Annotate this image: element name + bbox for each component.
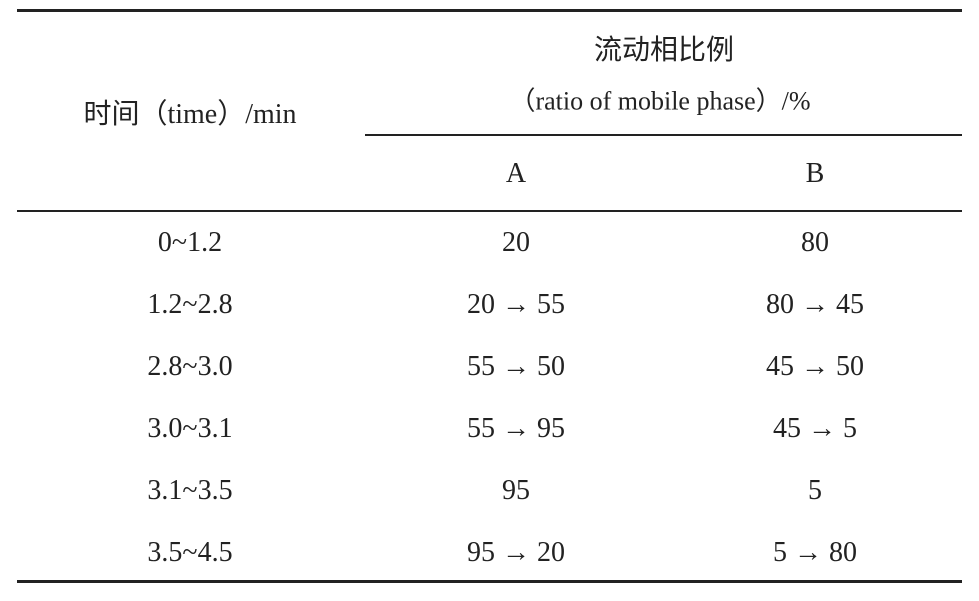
ratio-cell: 45 → 5 xyxy=(773,413,857,444)
top-rule xyxy=(17,9,962,12)
ratio-cell: 80 → 45 xyxy=(766,289,864,320)
ratio-cell: 55 → 50 xyxy=(467,351,565,382)
header-rule xyxy=(17,210,962,212)
bottom-rule xyxy=(17,580,962,583)
ratio-cell: 5 xyxy=(808,475,822,506)
ratio-cell: 95 xyxy=(502,475,530,506)
ratio-cell: 55 → 95 xyxy=(467,413,565,444)
ratio-cell: 95 → 20 xyxy=(467,537,565,568)
group-header: 流动相比例 xyxy=(593,35,735,66)
column-header: A xyxy=(505,158,527,189)
time-cell: 1.2~2.8 xyxy=(147,289,233,320)
time-cell: 3.1~3.5 xyxy=(147,475,233,506)
ratio-cell: 80 xyxy=(801,227,829,258)
group-header-en: （ratio of mobile phase）/% xyxy=(509,86,811,116)
ratio-cell: 20 xyxy=(502,227,530,258)
ratio-cell: 5 → 80 xyxy=(773,537,857,568)
time-cell: 0~1.2 xyxy=(157,227,223,258)
group-rule xyxy=(365,134,962,136)
time-cell: 3.5~4.5 xyxy=(147,537,233,568)
ratio-cell: 45 → 50 xyxy=(766,351,864,382)
time-cell: 3.0~3.1 xyxy=(147,413,233,444)
time-cell: 2.8~3.0 xyxy=(147,351,233,382)
time-header: 时间（time）/min xyxy=(83,99,297,130)
column-header: B xyxy=(805,158,825,189)
ratio-cell: 20 → 55 xyxy=(467,289,565,320)
